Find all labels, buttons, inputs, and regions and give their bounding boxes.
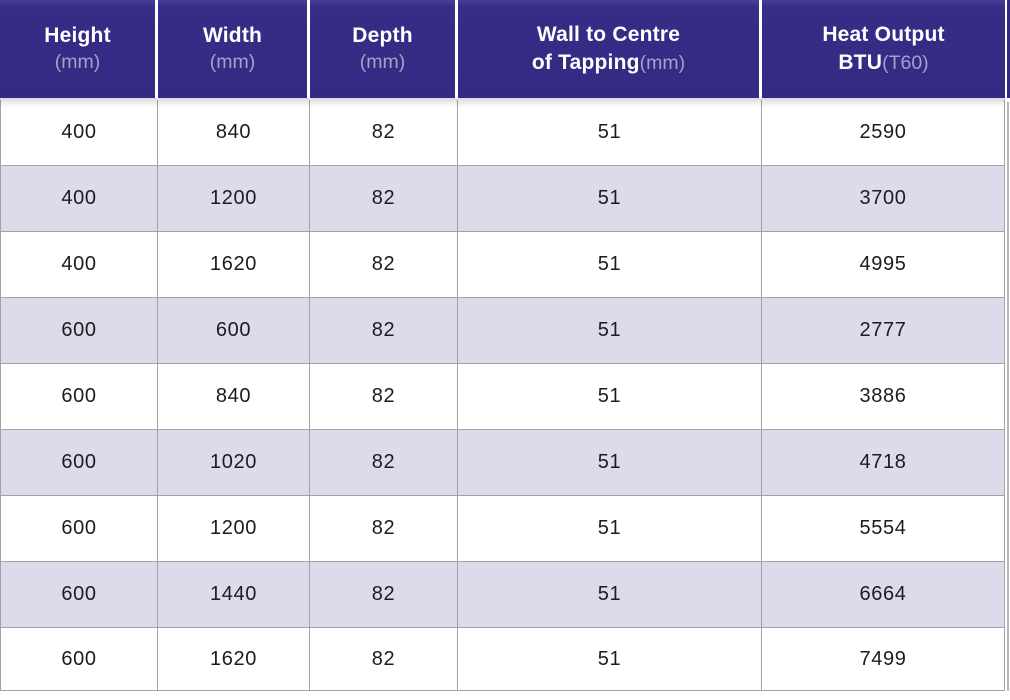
cell-width: 1620 <box>158 232 310 298</box>
col-header-height-unit: (mm) <box>54 50 101 73</box>
cell-width: 1020 <box>158 430 310 496</box>
cell-heat-output: 5554 <box>762 496 1005 562</box>
cropped-next-column-header <box>1007 0 1010 98</box>
cropped-next-column-border <box>1007 102 1009 691</box>
cell-heat-output: 4718 <box>762 430 1005 496</box>
col-header-width-unit: (mm) <box>209 50 256 73</box>
col-header-wall-unit: (mm) <box>639 51 686 74</box>
cell-height: 400 <box>0 166 158 232</box>
col-header-depth-unit: (mm) <box>359 50 406 73</box>
cell-wall-to-centre: 51 <box>458 298 762 364</box>
col-header-wall-label-line1: Wall to Centre <box>536 23 681 47</box>
cell-width: 840 <box>158 100 310 166</box>
col-header-heat-label-line2: BTU <box>838 50 883 74</box>
cell-wall-to-centre: 51 <box>458 562 762 628</box>
col-header-heat-output: Heat Output BTU(T60) <box>762 0 1005 98</box>
cell-depth: 82 <box>310 100 458 166</box>
cell-wall-to-centre: 51 <box>458 232 762 298</box>
cell-wall-to-centre: 51 <box>458 628 762 691</box>
cell-heat-output: 3886 <box>762 364 1005 430</box>
cell-heat-output: 7499 <box>762 628 1005 691</box>
cell-heat-output: 4995 <box>762 232 1005 298</box>
cell-depth: 82 <box>310 364 458 430</box>
cell-heat-output: 2590 <box>762 100 1005 166</box>
table-row: 600 1440 82 51 6664 <box>0 562 1005 628</box>
cell-height: 600 <box>0 562 158 628</box>
cell-wall-to-centre: 51 <box>458 100 762 166</box>
col-header-height-label: Height <box>44 24 111 48</box>
table-row: 400 1620 82 51 4995 <box>0 232 1005 298</box>
col-header-height: Height (mm) <box>0 0 158 98</box>
table-row: 400 1200 82 51 3700 <box>0 166 1005 232</box>
cell-width: 1620 <box>158 628 310 691</box>
cell-heat-output: 3700 <box>762 166 1005 232</box>
col-header-heat-label-line1: Heat Output <box>822 23 945 47</box>
table-row: 600 600 82 51 2777 <box>0 298 1005 364</box>
table-row: 600 1620 82 51 7499 <box>0 628 1005 691</box>
cell-height: 400 <box>0 232 158 298</box>
col-header-width: Width (mm) <box>158 0 310 98</box>
col-header-wall-label-line2: of Tapping <box>531 50 640 74</box>
table-row: 400 840 82 51 2590 <box>0 100 1005 166</box>
table-header-row: Height (mm) Width (mm) Depth (mm) Wall t… <box>0 0 1005 107</box>
table-row: 600 1020 82 51 4718 <box>0 430 1005 496</box>
cell-width: 1200 <box>158 496 310 562</box>
col-header-width-label: Width <box>202 24 263 48</box>
cell-wall-to-centre: 51 <box>458 430 762 496</box>
cell-depth: 82 <box>310 628 458 691</box>
cell-width: 600 <box>158 298 310 364</box>
table-body: 400 840 82 51 2590 400 1200 82 51 3700 4… <box>0 100 1005 691</box>
cell-depth: 82 <box>310 166 458 232</box>
cell-width: 1200 <box>158 166 310 232</box>
cell-height: 600 <box>0 496 158 562</box>
cell-wall-to-centre: 51 <box>458 166 762 232</box>
cell-depth: 82 <box>310 232 458 298</box>
cell-height: 600 <box>0 298 158 364</box>
cell-height: 600 <box>0 430 158 496</box>
cell-heat-output: 6664 <box>762 562 1005 628</box>
col-header-heat-unit: (T60) <box>882 51 929 74</box>
cell-width: 1440 <box>158 562 310 628</box>
col-header-wall-to-centre: Wall to Centre of Tapping(mm) <box>458 0 762 98</box>
table-row: 600 840 82 51 3886 <box>0 364 1005 430</box>
cell-height: 600 <box>0 364 158 430</box>
cell-depth: 82 <box>310 562 458 628</box>
cell-wall-to-centre: 51 <box>458 364 762 430</box>
cell-depth: 82 <box>310 430 458 496</box>
col-header-depth-label: Depth <box>352 24 413 48</box>
cell-width: 840 <box>158 364 310 430</box>
cell-height: 600 <box>0 628 158 691</box>
cell-depth: 82 <box>310 298 458 364</box>
cell-height: 400 <box>0 100 158 166</box>
cell-depth: 82 <box>310 496 458 562</box>
col-header-depth: Depth (mm) <box>310 0 458 98</box>
cell-wall-to-centre: 51 <box>458 496 762 562</box>
table-row: 600 1200 82 51 5554 <box>0 496 1005 562</box>
cell-heat-output: 2777 <box>762 298 1005 364</box>
